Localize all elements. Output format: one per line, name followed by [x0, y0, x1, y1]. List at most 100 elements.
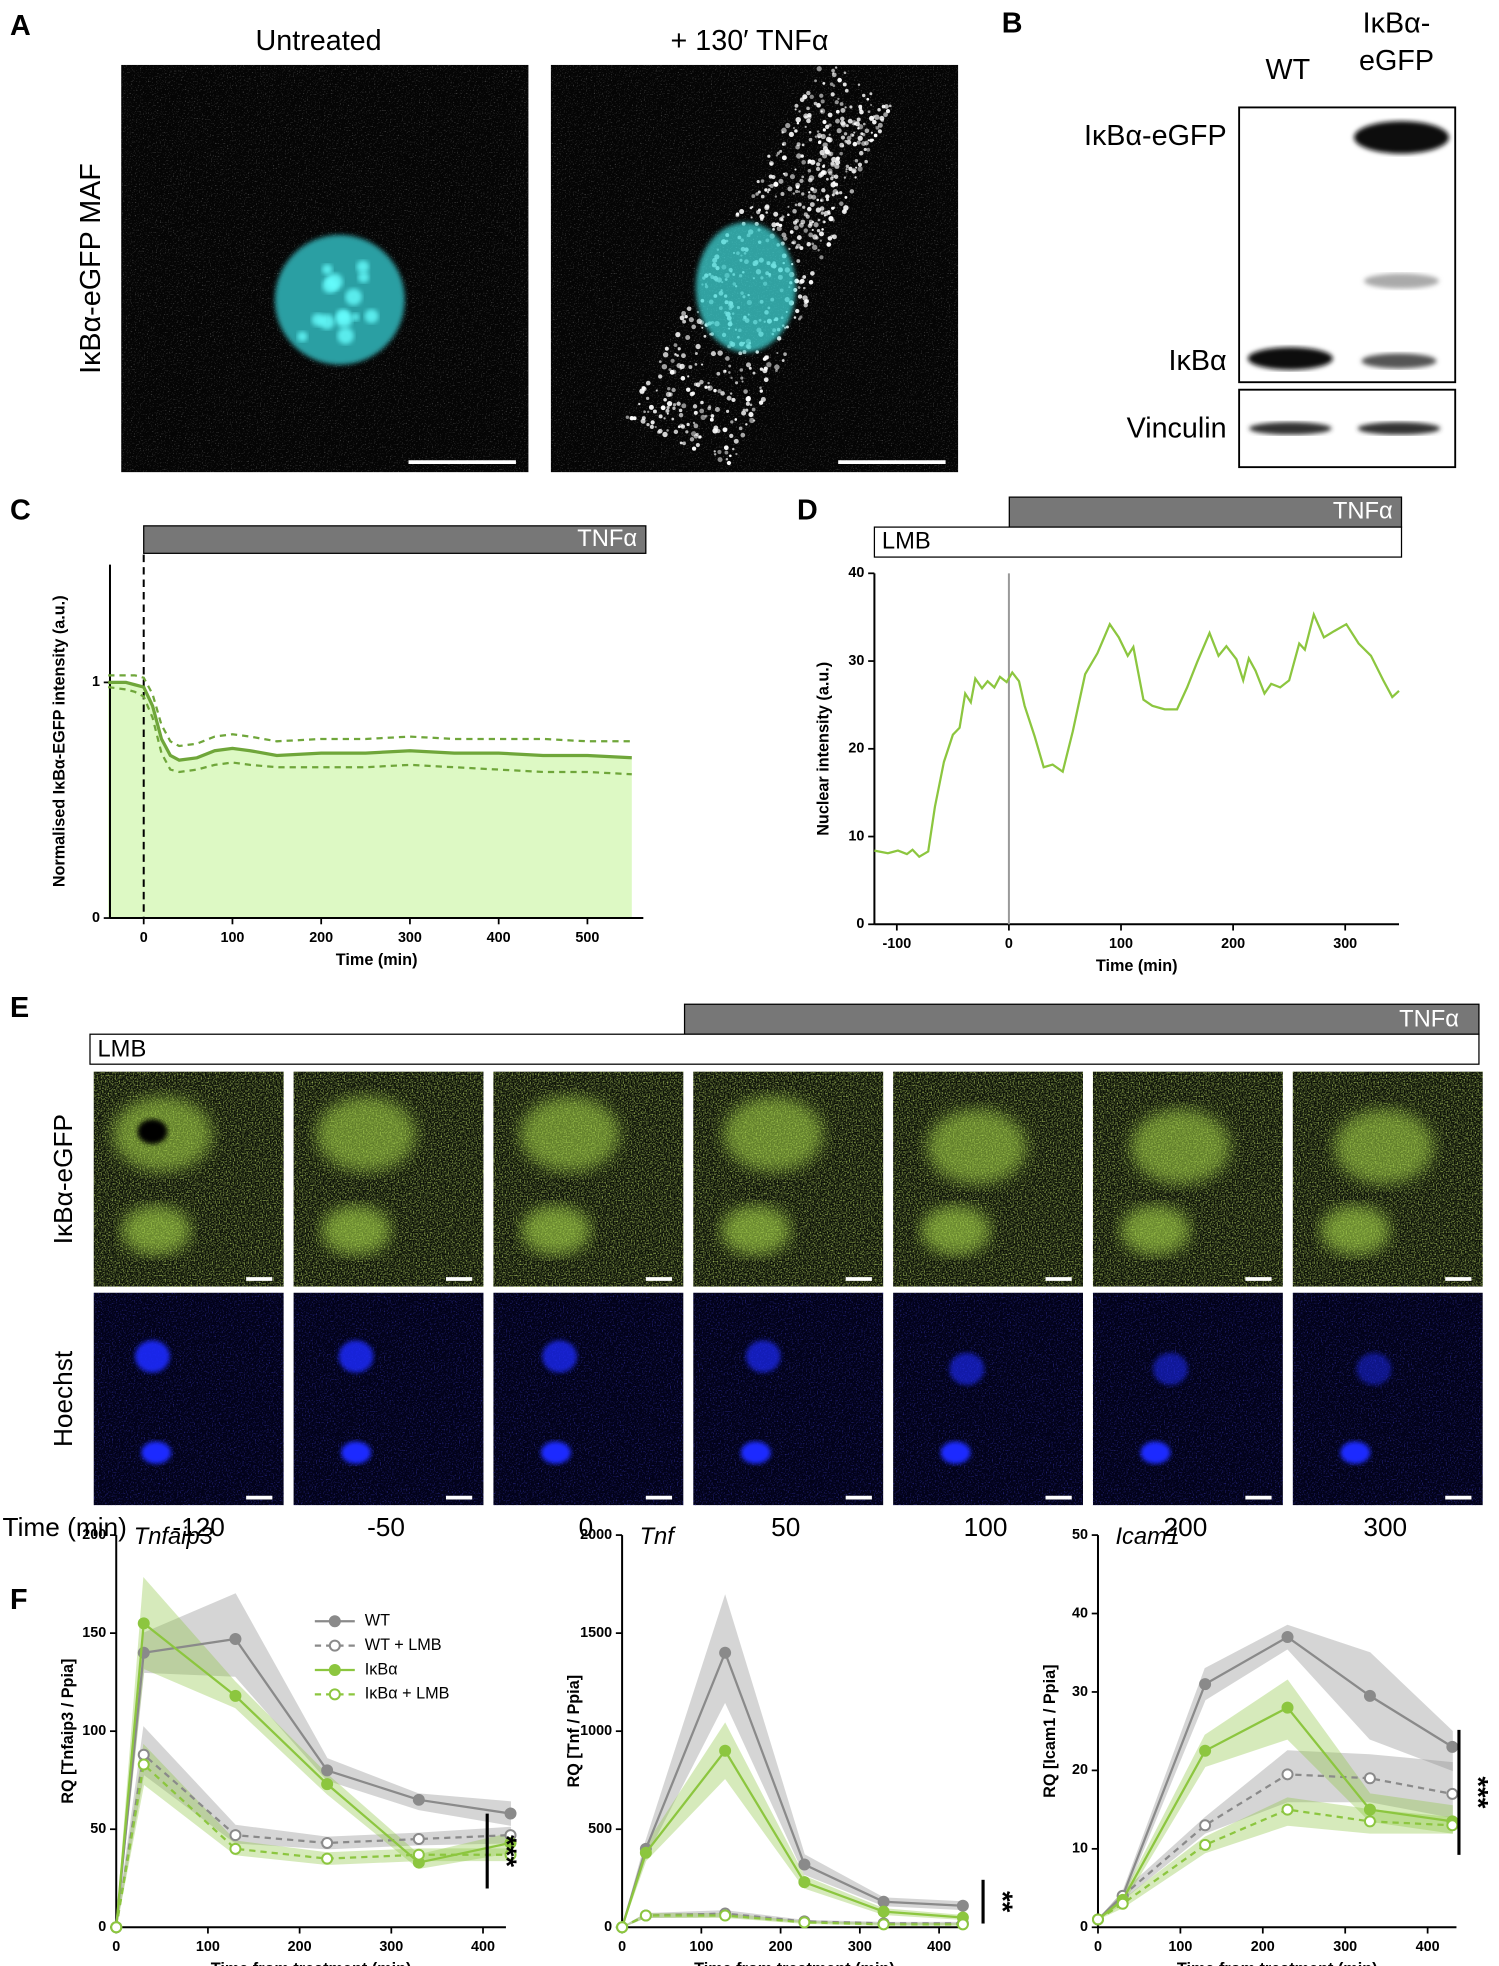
speckle: [800, 154, 804, 158]
speckle: [792, 241, 795, 245]
speckle: [817, 218, 821, 222]
speckle: [694, 362, 698, 366]
nucleus-dark: [137, 1119, 168, 1145]
speckle: [760, 217, 764, 221]
point: [798, 1858, 811, 1871]
x-tick-label: 200: [1251, 1939, 1275, 1955]
treatment-bar: [873, 526, 1403, 558]
speckle: [766, 361, 772, 368]
speckle: [749, 417, 755, 424]
micrograph-noise: [893, 1292, 1083, 1506]
speckle: [664, 346, 669, 351]
speckle: [807, 206, 812, 212]
speckle: [844, 139, 848, 143]
speckle: [834, 163, 840, 169]
speckle: [720, 391, 725, 396]
speckle: [846, 135, 852, 141]
point: [1199, 1838, 1212, 1851]
speckle: [866, 97, 870, 101]
nucleus: [1340, 1441, 1371, 1464]
speckle: [771, 174, 776, 180]
speckle: [782, 172, 785, 175]
speckle: [657, 430, 661, 434]
speckle: [716, 371, 721, 376]
speckle: [679, 423, 684, 428]
speckle: [862, 122, 866, 126]
x-tick-label: 400: [487, 930, 511, 946]
speckle: [689, 437, 695, 442]
blot-band: [1354, 121, 1449, 154]
cell: [519, 1096, 620, 1172]
speckle: [842, 82, 847, 87]
speckle: [687, 375, 690, 378]
speckle: [775, 154, 779, 157]
speckle: [735, 452, 738, 456]
nucleus: [745, 1340, 781, 1373]
speckle: [811, 228, 814, 231]
point: [1446, 1787, 1459, 1800]
speckle: [733, 438, 739, 444]
speckle: [798, 279, 804, 285]
speckle: [807, 112, 812, 118]
speckle: [834, 159, 841, 165]
point: [719, 1646, 732, 1659]
point: [412, 1793, 425, 1806]
y-tick-label: 0: [92, 910, 100, 926]
speckle: [745, 401, 750, 406]
cell: [1120, 1205, 1191, 1256]
nucleus-spot: [356, 260, 370, 274]
speckle: [742, 408, 746, 412]
speckle: [757, 190, 761, 194]
x-axis-label: Time from treatment (min): [694, 1960, 895, 1966]
x-tick-label: 300: [1333, 1939, 1357, 1955]
speckle: [654, 425, 657, 429]
speckle: [740, 376, 744, 380]
speckle: [629, 416, 634, 421]
speckle: [723, 445, 729, 451]
chart: 0 1 0 100 200 300 400 500 Time (min) Normalised I…: [50, 554, 644, 969]
series-line: [108, 674, 632, 748]
chart-title: Tnf: [640, 1524, 677, 1550]
speckle: [679, 367, 683, 370]
point: [956, 1899, 969, 1912]
speckle: [844, 106, 847, 109]
speckle: [822, 153, 828, 159]
x-axis-label: Time (min): [1096, 957, 1178, 975]
chart-title: Icam1: [1115, 1524, 1180, 1550]
speckle: [674, 353, 677, 356]
speckle: [869, 92, 873, 96]
point: [137, 1617, 150, 1630]
speckle: [811, 242, 815, 246]
point: [1199, 1744, 1212, 1757]
speckle: [831, 156, 837, 163]
speckle: [801, 159, 806, 165]
speckle: [840, 107, 846, 113]
speckle: [801, 192, 805, 196]
point: [229, 1829, 242, 1842]
speckle: [814, 135, 818, 138]
cell: [520, 1205, 591, 1256]
speckle: [665, 408, 670, 413]
y-axis-label: RQ [Tnfaip3 / Ppia]: [59, 1659, 77, 1804]
nucleus: [1356, 1352, 1392, 1386]
x-tick-label: 300: [379, 1939, 403, 1955]
speckle: [861, 141, 867, 147]
speckle: [877, 122, 883, 128]
speckle: [738, 426, 743, 431]
speckle: [772, 228, 775, 231]
point: [504, 1807, 517, 1820]
speckle: [691, 324, 697, 330]
point: [321, 1852, 334, 1865]
speckle: [685, 334, 691, 340]
series-line: [115, 1762, 511, 1928]
cell: [316, 1096, 417, 1172]
speckle: [854, 121, 860, 127]
chart-title: Tnfaip3: [134, 1524, 213, 1550]
x-tick-label: 100: [220, 930, 244, 946]
speckle: [625, 415, 630, 419]
speckle: [808, 219, 813, 224]
nucleus: [1140, 1441, 1171, 1464]
x-tick-label: 0: [140, 930, 148, 946]
speckle: [663, 397, 667, 402]
speckle: [675, 332, 681, 338]
